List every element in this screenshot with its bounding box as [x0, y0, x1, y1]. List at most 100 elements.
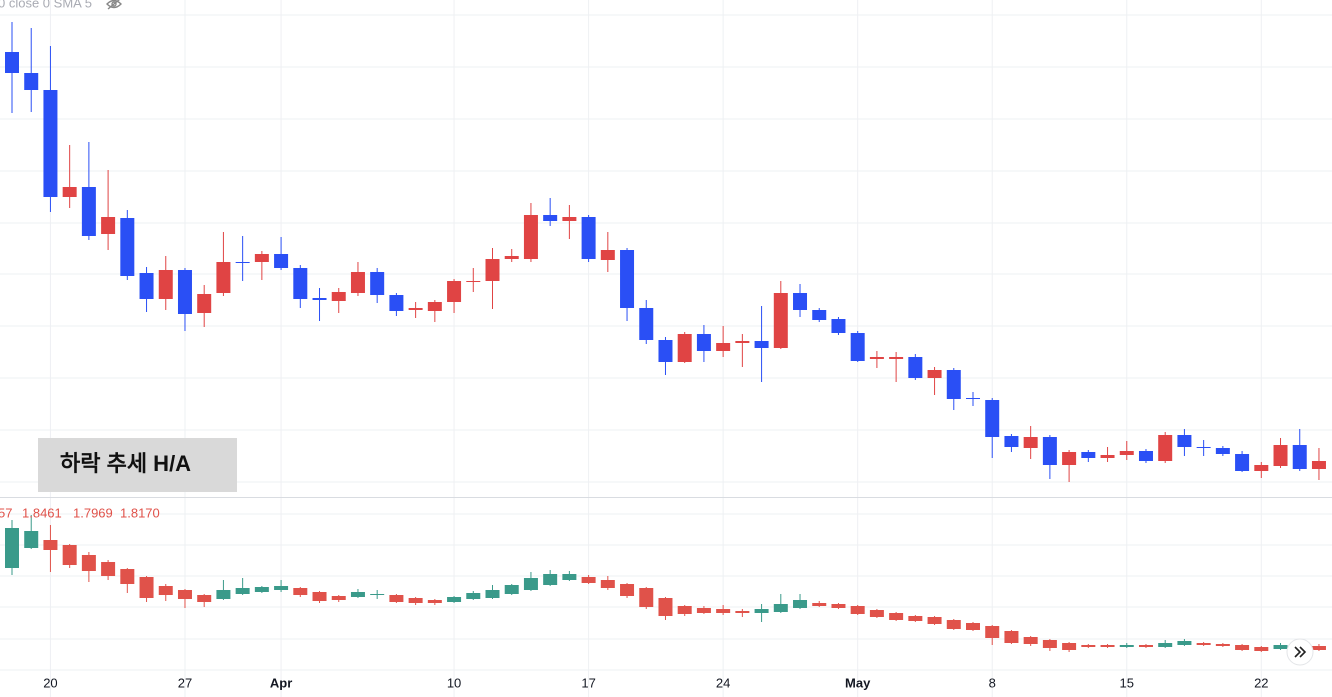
x-tick-label: 8	[989, 675, 996, 690]
x-tick-label: Apr	[270, 675, 292, 690]
ohlc-open: 57	[0, 505, 12, 520]
candle-body	[889, 357, 904, 359]
candle-body	[850, 333, 865, 361]
candle-body	[24, 73, 39, 90]
ohlc-close: 1.8170	[120, 505, 160, 520]
candle-body	[523, 578, 538, 590]
candle-body	[1177, 641, 1192, 645]
candle-body	[639, 308, 654, 340]
candle-body	[1311, 646, 1326, 650]
candle-body	[1004, 631, 1019, 643]
candle-body	[793, 293, 808, 310]
candle-body	[293, 268, 308, 299]
candle-body	[1311, 461, 1326, 469]
candle-body	[1119, 451, 1134, 455]
candle-body	[139, 577, 154, 598]
candle-body	[177, 270, 192, 314]
candle-body	[177, 590, 192, 599]
candle-body	[985, 626, 1000, 638]
candle-body	[1062, 452, 1077, 465]
candle-body	[254, 587, 269, 592]
candle-body	[831, 319, 846, 333]
candle-body	[312, 592, 327, 601]
candle-body	[850, 606, 865, 614]
candle-body	[1158, 435, 1173, 461]
candle-body	[639, 588, 654, 607]
candle-body	[1254, 647, 1269, 651]
candle-body	[408, 598, 423, 603]
candle-body	[966, 398, 980, 399]
candle-body	[216, 262, 231, 293]
candle-body	[1042, 640, 1057, 648]
candle-body	[254, 254, 269, 262]
candle-body	[927, 370, 942, 378]
candle-body	[1215, 448, 1230, 454]
candle-body	[1138, 645, 1153, 647]
candle-body	[773, 604, 788, 612]
scroll-button[interactable]	[1286, 638, 1314, 666]
indicator-legend: 0 close 0 SMA 5	[0, 0, 92, 10]
visibility-icon[interactable]	[106, 0, 122, 10]
candle-body	[504, 256, 519, 259]
candle-body	[620, 584, 635, 596]
x-tick-label: 20	[43, 675, 57, 690]
candle-body	[216, 590, 231, 599]
candle-body	[447, 281, 462, 302]
x-tick-label: 15	[1120, 675, 1134, 690]
candle-body	[158, 270, 173, 299]
candle-body	[869, 610, 884, 617]
ohlc-legend: 57 1.8461 1.7969 1.8170	[0, 505, 160, 520]
candle-body	[754, 341, 769, 348]
candle-body	[197, 294, 212, 313]
candle-body	[5, 52, 19, 73]
candle-body	[1235, 454, 1250, 471]
candle-body	[658, 598, 673, 616]
candle-body	[274, 586, 289, 590]
candle-body	[966, 623, 980, 630]
candle-body	[1100, 455, 1115, 458]
candle-body	[677, 606, 692, 614]
candle-body	[120, 218, 135, 276]
candle-body	[1004, 436, 1019, 447]
candle-body	[581, 217, 596, 259]
candle-body	[1196, 643, 1211, 645]
candle-body	[581, 577, 596, 583]
candle-body	[1273, 445, 1288, 466]
candle-body	[293, 588, 308, 595]
candle-body	[831, 604, 846, 608]
candle-body	[158, 586, 173, 595]
candle-body	[658, 340, 673, 362]
candle-body	[427, 302, 442, 311]
candle-body	[716, 609, 731, 613]
candle-body	[62, 545, 77, 565]
candle-body	[370, 272, 385, 295]
candle-body	[523, 215, 538, 259]
candle-body	[331, 596, 346, 600]
candle-body	[139, 273, 154, 299]
candle-body	[812, 310, 827, 320]
candle-body	[908, 616, 923, 621]
candle-body	[735, 341, 750, 343]
x-tick-label: 22	[1254, 675, 1268, 690]
candles	[5, 22, 1326, 652]
candle-body	[62, 187, 77, 197]
candle-body	[389, 295, 404, 311]
candle-body	[197, 595, 212, 602]
ohlc-low: 1.7969	[73, 505, 113, 520]
annotation: 하락 추세 H/A	[60, 451, 191, 476]
candle-body	[1100, 645, 1115, 647]
candle-body	[1138, 451, 1153, 461]
candle-body	[1081, 645, 1096, 647]
candle-body	[773, 293, 788, 348]
candle-body	[389, 595, 404, 602]
candle-body	[370, 594, 385, 595]
candle-body	[485, 590, 500, 598]
candle-body	[1062, 643, 1077, 650]
candle-body	[235, 262, 250, 263]
candle-body	[946, 620, 961, 629]
candle-body	[1254, 465, 1269, 471]
candle-body	[43, 90, 58, 197]
candle-body	[408, 308, 423, 310]
